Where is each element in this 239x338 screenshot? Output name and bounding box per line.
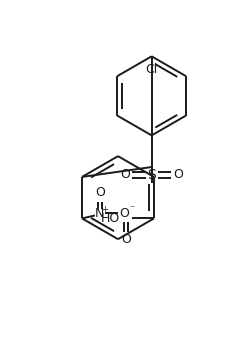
Text: ⁻: ⁻ xyxy=(129,204,134,215)
Text: N: N xyxy=(95,207,104,220)
Text: +: + xyxy=(101,205,108,214)
Text: O: O xyxy=(120,168,130,182)
Text: S: S xyxy=(147,168,156,182)
Text: HO: HO xyxy=(101,212,120,225)
Text: O: O xyxy=(121,233,131,246)
Text: Cl: Cl xyxy=(146,63,158,76)
Text: O: O xyxy=(173,168,183,182)
Text: O: O xyxy=(95,186,105,199)
Text: O: O xyxy=(120,207,130,220)
